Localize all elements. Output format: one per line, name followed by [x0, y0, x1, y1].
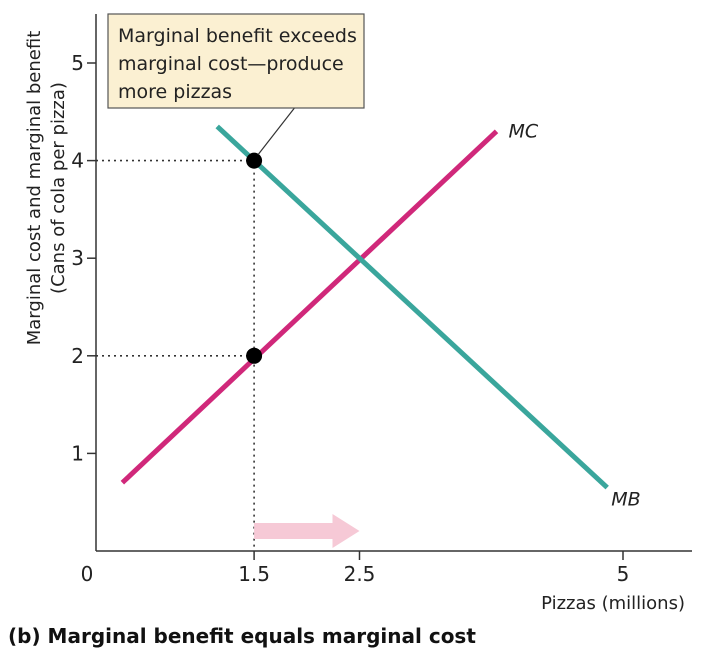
series-label-mb: MB: [611, 489, 640, 511]
chart-title: (b) Marginal benefit equals marginal cos…: [8, 624, 476, 648]
ticks: 0 1.5 2.5 5 1 2 3 4 5: [71, 51, 629, 586]
x-tick-label-0: 0: [81, 562, 94, 586]
series-label-mc: MC: [509, 120, 539, 142]
y-axis-label-line-2: (Cans of cola per pizza): [48, 82, 69, 294]
callout-pointer-line: [257, 105, 297, 155]
x-tick-label-3: 5: [617, 562, 630, 586]
series-line-mc: [120, 129, 499, 485]
y-axis-title: Marginal cost and marginal benefit (Cans…: [24, 31, 69, 346]
y-tick-label-0: 1: [71, 441, 84, 465]
callout: Marginal benefit exceeds marginal cost—p…: [107, 13, 365, 155]
direction-arrow: [254, 514, 360, 548]
y-tick-label-3: 4: [71, 149, 84, 173]
markers: [246, 152, 263, 364]
point-mc: [246, 347, 263, 364]
x-tick-label-2: 2.5: [344, 562, 376, 586]
guide-lines: [96, 159, 255, 551]
y-tick-label-4: 5: [71, 51, 84, 75]
callout-line-1: Marginal benefit exceeds: [118, 25, 357, 47]
callout-box: [107, 13, 365, 109]
y-tick-label-1: 2: [71, 344, 84, 368]
x-tick-label-1: 1.5: [238, 562, 270, 586]
axes: [95, 14, 692, 552]
y-tick-label-2: 3: [71, 246, 84, 270]
series-line-mb: [215, 124, 609, 490]
callout-line-2: marginal cost—produce: [118, 53, 344, 75]
point-mb: [246, 152, 263, 169]
series: [120, 124, 609, 490]
y-axis-label-line-1: Marginal cost and marginal benefit: [24, 31, 45, 346]
increase-arrow: [254, 514, 360, 548]
callout-line-3: more pizzas: [118, 81, 232, 103]
x-axis-label: Pizzas (millions): [541, 593, 685, 614]
